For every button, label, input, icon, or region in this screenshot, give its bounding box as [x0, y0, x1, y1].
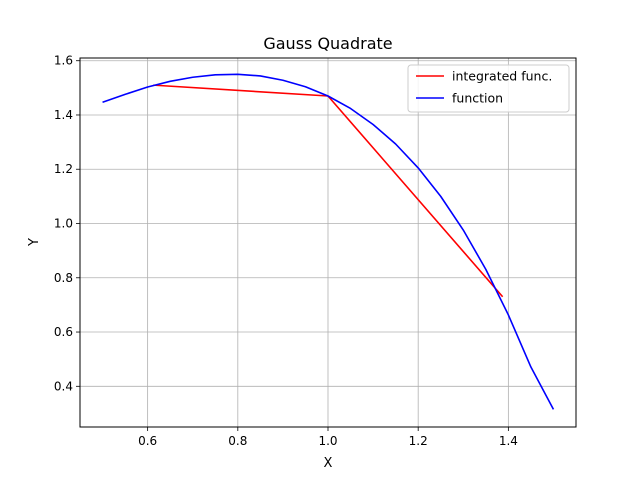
y-tick-label: 1.2 — [54, 162, 73, 176]
y-tick-label: 1.4 — [54, 108, 73, 122]
legend-box — [407, 64, 570, 113]
series-line-function — [102, 73, 555, 410]
y-tick-label: 0.8 — [54, 271, 73, 285]
axis-ticks: 0.6 0.8 1.0 1.2 1.4 0.4 0.6 0.8 1.0 1.2 1.4 1.6 — [54, 54, 518, 448]
x-tick-label: 1.0 — [318, 434, 337, 448]
chart-title: Gauss Quadrate — [263, 34, 392, 53]
y-tick-label: 1.6 — [54, 54, 73, 68]
legend: integrated func. function — [407, 64, 570, 113]
y-axis-label: Y — [27, 238, 42, 247]
x-tick-label: 0.8 — [228, 434, 247, 448]
x-tick-label: 0.6 — [138, 434, 157, 448]
grid — [80, 58, 576, 427]
x-axis-label: X — [324, 456, 333, 471]
plot-series — [102, 73, 555, 410]
x-tick-label: 1.2 — [409, 434, 428, 448]
x-tick-label: 1.4 — [499, 434, 518, 448]
legend-label: function — [452, 91, 503, 106]
y-tick-label: 0.4 — [54, 379, 73, 393]
legend-label: integrated func. — [452, 69, 552, 84]
y-tick-label: 1.0 — [54, 217, 73, 231]
y-tick-label: 0.6 — [54, 325, 73, 339]
